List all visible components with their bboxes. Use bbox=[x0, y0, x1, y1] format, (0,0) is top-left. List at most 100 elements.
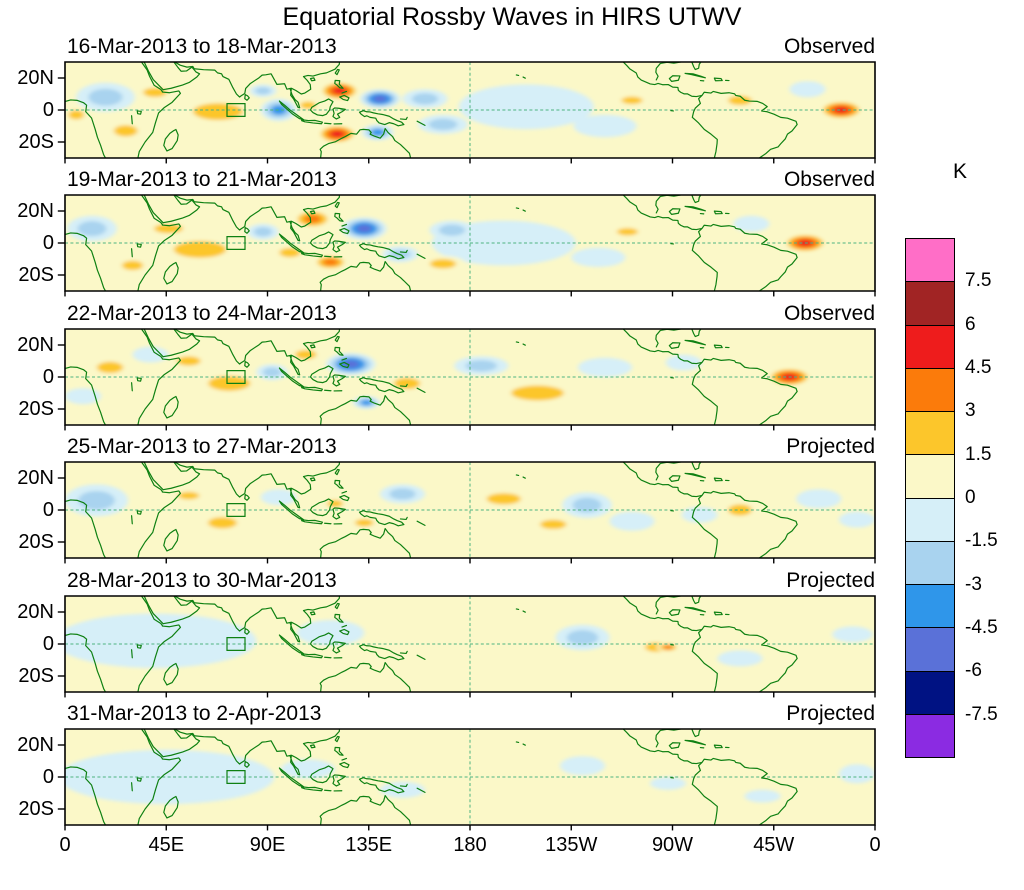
anomaly-blob bbox=[796, 489, 842, 509]
coastline-path bbox=[65, 100, 106, 158]
coastline-path bbox=[523, 210, 525, 211]
coastline-path bbox=[335, 80, 343, 88]
y-tick-label: 0 bbox=[42, 633, 54, 655]
coastline-path bbox=[523, 77, 525, 78]
coastline-path bbox=[342, 758, 347, 760]
coastline-path bbox=[417, 388, 425, 392]
anomaly-blob bbox=[330, 130, 345, 138]
coastline-path bbox=[137, 378, 141, 381]
coastline-path bbox=[342, 358, 347, 360]
coastline-path bbox=[417, 655, 425, 659]
anomaly-blob bbox=[356, 224, 372, 233]
anomaly-blob bbox=[132, 346, 169, 363]
coastline-path bbox=[714, 478, 722, 481]
coastline-path bbox=[685, 473, 705, 477]
coastline-path bbox=[692, 729, 701, 737]
anomaly-blob bbox=[566, 630, 599, 646]
coastline-path bbox=[310, 766, 333, 783]
coastline-path bbox=[360, 378, 404, 393]
anomaly-blob bbox=[208, 517, 237, 529]
coastline-path bbox=[163, 597, 199, 624]
coastline-path bbox=[137, 511, 141, 514]
coastline-path bbox=[340, 495, 349, 500]
anomaly-blob bbox=[332, 87, 347, 95]
coastline-path bbox=[335, 347, 343, 355]
colorbar-tick-label: -7.5 bbox=[965, 703, 998, 725]
anomaly-blob bbox=[832, 626, 873, 643]
colorbar-tick-label: -4.5 bbox=[965, 617, 998, 638]
coastline-path bbox=[333, 108, 345, 119]
anomaly-blob bbox=[327, 499, 343, 508]
anomaly-blob bbox=[65, 749, 275, 805]
coastline-path bbox=[692, 358, 797, 425]
map-panel bbox=[65, 596, 875, 692]
coastline-path bbox=[164, 397, 178, 418]
coastline-path bbox=[685, 340, 705, 344]
anomaly-blob bbox=[279, 247, 301, 258]
coastline-path bbox=[175, 462, 300, 508]
x-tick-label: 0 bbox=[869, 834, 881, 856]
coastline-path bbox=[138, 491, 181, 558]
coastline-path bbox=[623, 62, 702, 97]
panel-status-label: Observed bbox=[783, 168, 875, 191]
anomaly-blob bbox=[572, 497, 602, 513]
x-tick-label: 180 bbox=[453, 834, 487, 856]
anomaly-blob bbox=[617, 228, 638, 236]
coastlines bbox=[65, 329, 797, 425]
anomaly-blob bbox=[540, 519, 567, 530]
coastline-path bbox=[320, 262, 410, 291]
coastline-path bbox=[144, 729, 163, 757]
coastline-path bbox=[685, 73, 705, 77]
anomaly-blob bbox=[260, 489, 297, 506]
anomaly-blob bbox=[255, 87, 271, 95]
coastline-path bbox=[333, 375, 345, 386]
coastline-path bbox=[310, 345, 315, 348]
anomaly-blob bbox=[560, 756, 605, 776]
panel-date-label: 16-Mar-2013 to 18-Mar-2013 bbox=[67, 35, 337, 58]
coastline-path bbox=[335, 614, 343, 622]
anomaly-blob bbox=[96, 361, 124, 373]
colorbar-cell bbox=[906, 627, 954, 671]
panel-label-row: 25-Mar-2013 to 27-Mar-2013 Projected bbox=[65, 433, 875, 459]
coastline-path bbox=[692, 329, 701, 337]
coastline-path bbox=[335, 604, 339, 609]
coastline-path bbox=[335, 470, 339, 475]
anomaly-blob bbox=[342, 360, 360, 368]
coastline-path bbox=[144, 462, 163, 490]
coastline-path bbox=[685, 607, 705, 611]
coastline-path bbox=[335, 337, 339, 342]
coastlines bbox=[65, 729, 797, 825]
anomaly-blob bbox=[176, 356, 201, 366]
coastline-path bbox=[302, 654, 323, 658]
anomaly-blob bbox=[717, 247, 754, 264]
colorbar-tick-label: -1.5 bbox=[965, 530, 998, 552]
coastline-path bbox=[164, 130, 178, 151]
figure-title: Equatorial Rossby Waves in HIRS UTWV bbox=[282, 3, 742, 31]
coastline-path bbox=[144, 596, 163, 624]
coastline-path bbox=[692, 62, 701, 70]
coastline-path bbox=[523, 477, 525, 478]
coastline-path bbox=[132, 650, 133, 658]
anomaly-blob bbox=[650, 777, 686, 790]
x-tick-label: 135W bbox=[545, 834, 598, 856]
anomaly-blob bbox=[122, 260, 143, 271]
coastline-path bbox=[417, 521, 425, 525]
coastline-path bbox=[656, 729, 681, 747]
coastline-path bbox=[142, 462, 163, 492]
coastline-path bbox=[164, 797, 178, 818]
coastline-path bbox=[138, 358, 181, 425]
target-region-box bbox=[227, 638, 245, 651]
coastline-path bbox=[623, 462, 702, 497]
anomaly-blob bbox=[428, 118, 458, 130]
coastline-path bbox=[138, 224, 181, 291]
colorbar-cell bbox=[906, 584, 954, 628]
coastline-path bbox=[656, 462, 681, 480]
coastline-path bbox=[623, 195, 702, 230]
coastline-path bbox=[310, 745, 315, 748]
coastline-path bbox=[400, 384, 407, 386]
anomaly-blob bbox=[262, 367, 282, 377]
coastline-path bbox=[400, 517, 407, 519]
coastline-path bbox=[623, 729, 702, 764]
coastline-path bbox=[164, 530, 178, 551]
coastline-path bbox=[417, 788, 425, 792]
